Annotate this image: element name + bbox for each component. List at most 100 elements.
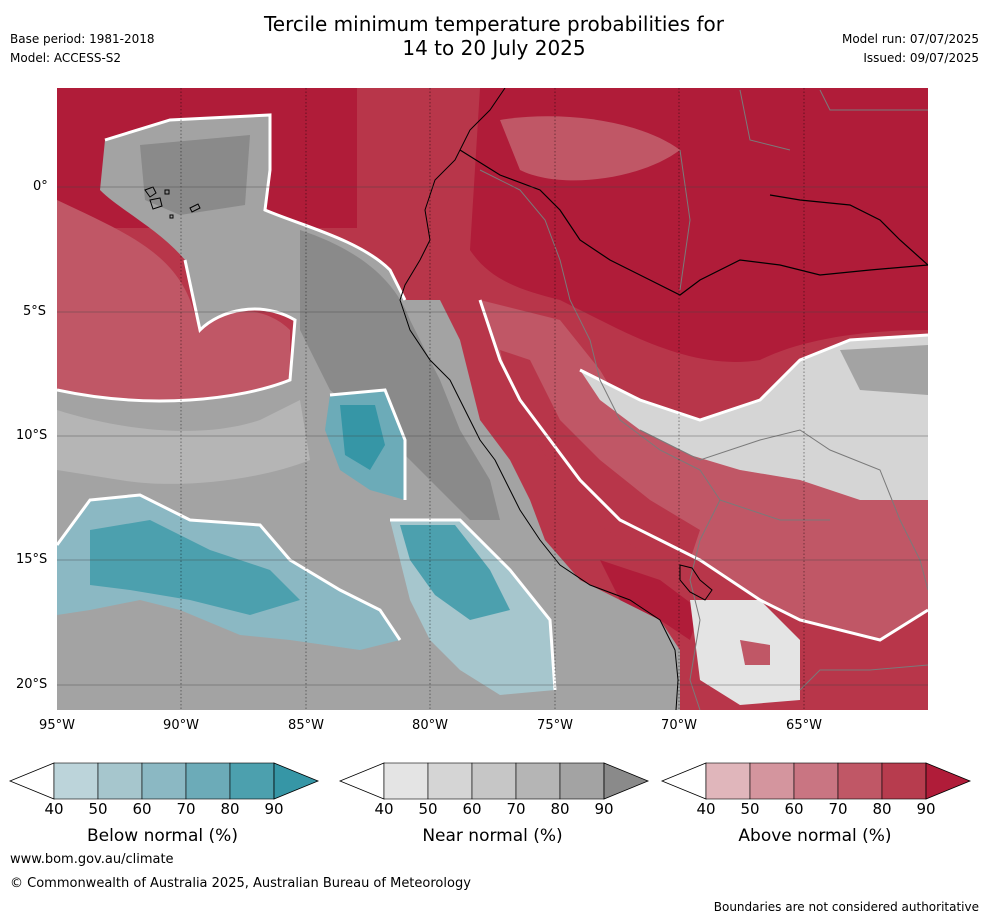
lon-label-65w: 65°W	[786, 718, 822, 733]
contour-line-south	[390, 518, 557, 691]
lon-label-90w: 90°W	[163, 718, 199, 733]
above-normal-spot	[740, 640, 770, 665]
contour-line-east	[579, 333, 928, 422]
lake-titicaca	[679, 564, 713, 601]
near-normal-band	[57, 400, 310, 484]
colorbar-below-segment	[53, 762, 99, 800]
near-normal-high-east	[840, 345, 928, 395]
colorbar-below-segment	[185, 762, 231, 800]
colorbar-above-tick: 40	[696, 800, 716, 818]
lat-label-0: 0°	[33, 179, 48, 194]
model-run: Model run: 07/07/2025	[841, 32, 979, 46]
above-normal-high-andes	[500, 350, 700, 560]
near-normal-high-north	[140, 135, 250, 215]
colorbar-above-segment	[705, 762, 751, 800]
river-north	[769, 194, 928, 266]
lon-label-80w: 80°W	[412, 718, 448, 733]
colorbar-near-tick: 60	[462, 800, 482, 818]
title-line-1: Tercile minimum temperature probabilitie…	[263, 12, 725, 36]
colorbar-above-tick: 80	[872, 800, 892, 818]
colorbar-label-near: Near normal (%)	[422, 826, 563, 846]
colorbar-below-tick: 80	[220, 800, 240, 818]
colorbar-near-tick: 50	[418, 800, 438, 818]
colorbar-above-normal	[660, 762, 972, 800]
colorbar-above-segment	[837, 762, 883, 800]
colorbar-label-below: Below normal (%)	[87, 826, 238, 846]
colorbar-above-tick: 60	[784, 800, 804, 818]
below-normal-high-south	[400, 525, 510, 620]
near-normal-high-coast	[300, 230, 500, 520]
website-link[interactable]: www.bom.gov.au/climate	[10, 852, 174, 867]
colorbar-below-tick: 40	[44, 800, 64, 818]
country-border-north	[679, 89, 928, 291]
colorbar-below-segment	[229, 762, 275, 800]
lat-label-5s: 5°S	[23, 304, 47, 319]
amazon-river	[459, 149, 928, 296]
lat-label-20s: 20°S	[16, 677, 48, 692]
colorbar-below-segment	[97, 762, 143, 800]
colorbar-below-min-extend	[8, 762, 55, 800]
chart-title: Tercile minimum temperature probabilitie…	[0, 12, 988, 60]
contour-line-offshore	[329, 388, 407, 500]
above-normal-region-west	[57, 200, 290, 401]
colorbar-label-above: Above normal (%)	[738, 826, 892, 846]
colorbar-above-tick: 50	[740, 800, 760, 818]
galapagos-islands	[144, 186, 201, 219]
colorbar-near-segment	[515, 762, 561, 800]
base-period: Base period: 1981-2018	[10, 32, 155, 46]
colorbar-near-tick: 70	[506, 800, 526, 818]
above-normal-subregion	[500, 116, 680, 181]
colorbar-above-segment	[749, 762, 795, 800]
colorbar-near-segment	[427, 762, 473, 800]
colorbar-above-max-extend	[925, 762, 972, 800]
colorbars	[8, 762, 972, 800]
lon-label-85w: 85°W	[288, 718, 324, 733]
near-normal-region-east	[580, 335, 928, 500]
colorbar-near-tick: 90	[594, 800, 614, 818]
colorbar-above-segment	[793, 762, 839, 800]
lat-label-15s: 15°S	[16, 552, 48, 567]
copyright-text: © Commonwealth of Australia 2025, Austra…	[10, 876, 471, 891]
lon-label-70w: 70°W	[661, 718, 697, 733]
lon-label-75w: 75°W	[537, 718, 573, 733]
colorbar-below-normal	[8, 762, 320, 800]
colorbar-near-normal	[338, 762, 650, 800]
colorbar-above-tick: 70	[828, 800, 848, 818]
colorbar-near-segment	[383, 762, 429, 800]
lon-label-95w: 95°W	[39, 718, 75, 733]
colorbar-near-tick: 80	[550, 800, 570, 818]
coastline	[399, 88, 679, 710]
below-normal-high-southwest	[90, 520, 300, 615]
below-normal-high-offshore	[340, 405, 385, 470]
colorbar-below-tick: 60	[132, 800, 152, 818]
colorbar-near-segment	[471, 762, 517, 800]
lon-gridlines	[180, 88, 805, 710]
colorbar-above-min-extend	[660, 762, 707, 800]
contour-line-north	[104, 113, 407, 301]
colorbar-below-max-extend	[273, 762, 320, 800]
contour-line-andes	[478, 299, 928, 642]
disclaimer-text: Boundaries are not considered authoritat…	[713, 900, 979, 914]
title-line-2: 14 to 20 July 2025	[402, 36, 586, 60]
colorbar-near-min-extend	[338, 762, 385, 800]
model-name: Model: ACCESS-S2	[10, 51, 122, 65]
colorbar-below-tick: 70	[176, 800, 196, 818]
colorbar-above-tick: 90	[916, 800, 936, 818]
colorbar-below-segment	[141, 762, 187, 800]
colorbar-near-tick: 40	[374, 800, 394, 818]
issued-date: Issued: 09/07/2025	[863, 51, 979, 65]
above-normal-high-south	[600, 560, 700, 640]
colorbar-above-segment	[881, 762, 927, 800]
country-border-peru	[479, 169, 721, 710]
lat-label-10s: 10°S	[16, 428, 48, 443]
contour-line-southwest	[57, 493, 402, 641]
contour-line-west	[57, 259, 297, 403]
map-fields	[57, 88, 928, 710]
colorbar-near-segment	[559, 762, 605, 800]
colorbar-below-tick: 90	[264, 800, 284, 818]
country-border-bolivia	[639, 429, 928, 691]
lat-gridlines	[57, 186, 928, 686]
colorbar-below-tick: 50	[88, 800, 108, 818]
colorbar-near-max-extend	[603, 762, 650, 800]
